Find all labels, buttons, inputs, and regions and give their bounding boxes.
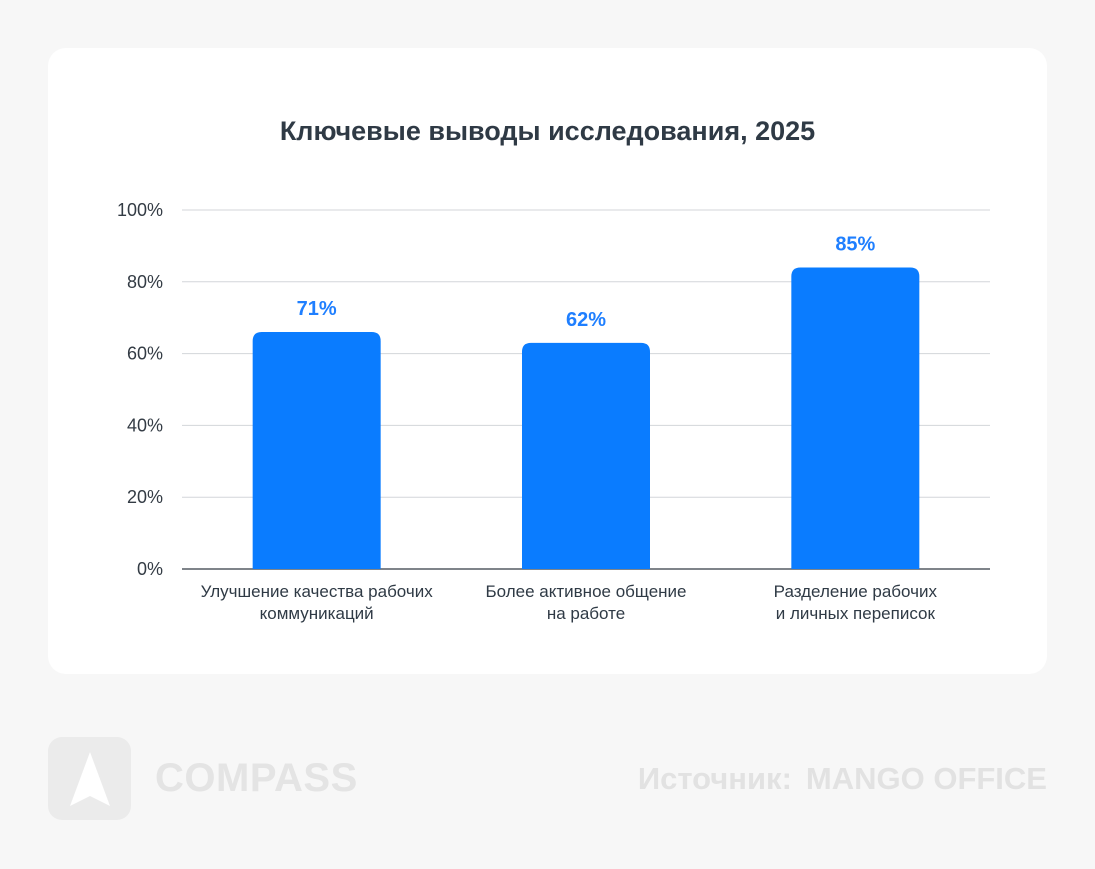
x-tick-label-line: Разделение рабочих: [774, 582, 938, 601]
x-tick-label-line: коммуникаций: [260, 604, 374, 623]
x-tick-label-line: Более активное общение: [486, 582, 687, 601]
compass-arrow-icon: [48, 737, 131, 820]
y-tick-label-80: 80%: [127, 272, 163, 292]
y-tick-label-40: 40%: [127, 415, 163, 435]
source-label: Источник:: [637, 761, 792, 796]
bars: [252, 267, 920, 569]
y-tick-label-100: 100%: [117, 200, 163, 220]
y-axis-ticks: 0% 20% 40% 60% 80% 100%: [117, 200, 163, 579]
brand-name: COMPASS: [155, 756, 358, 800]
y-tick-label-20: 20%: [127, 487, 163, 507]
x-tick-label-1: Улучшение качества рабочих коммуникаций: [201, 582, 434, 623]
bar-2: [522, 342, 650, 569]
bar-3: [791, 267, 920, 569]
source-credit: Источник: MANGO OFFICE: [638, 761, 1047, 797]
source-name: MANGO OFFICE: [805, 761, 1047, 796]
x-axis-labels: Улучшение качества рабочих коммуникаций Бо…: [201, 582, 938, 623]
x-tick-label-line: и личных переписок: [776, 604, 936, 623]
y-tick-label-0: 0%: [137, 559, 163, 579]
x-tick-label-line: на работе: [547, 604, 625, 623]
data-labels: 71% 62% 85%: [297, 233, 876, 330]
y-tick-label-60: 60%: [127, 344, 163, 364]
bar-1: [252, 332, 381, 569]
data-label-1: 71%: [297, 298, 337, 320]
x-tick-label-2: Более активное общение на работе: [486, 582, 687, 623]
compass-logo: COMPASS: [48, 737, 358, 820]
data-label-3: 85%: [835, 233, 875, 255]
data-label-2: 62%: [566, 309, 606, 331]
x-tick-label-line: Улучшение качества рабочих: [201, 582, 434, 601]
chart-title: Ключевые выводы исследования, 2025: [279, 116, 816, 146]
x-tick-label-3: Разделение рабочих и личных переписок: [774, 582, 938, 623]
